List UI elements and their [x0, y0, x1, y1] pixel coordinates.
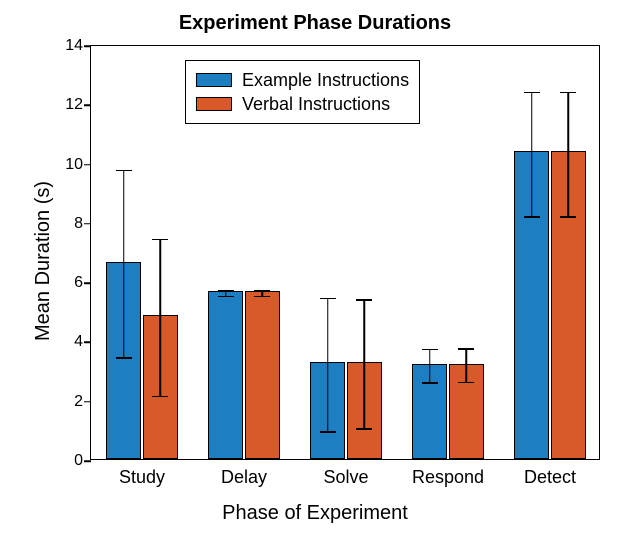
error-cap: [356, 299, 372, 301]
error-bar: [160, 239, 162, 396]
y-tick: [84, 105, 91, 107]
error-cap: [320, 298, 336, 300]
x-tick-label: Respond: [412, 459, 484, 488]
legend: Example InstructionsVerbal Instructions: [185, 60, 420, 124]
error-bar: [531, 92, 533, 217]
chart-title: Experiment Phase Durations: [0, 12, 630, 35]
bar: [208, 291, 243, 459]
error-cap: [116, 170, 132, 172]
error-cap: [152, 396, 168, 398]
error-cap: [560, 92, 576, 94]
x-tick-label: Study: [119, 459, 165, 488]
y-tick: [84, 164, 91, 166]
legend-item: Example Instructions: [196, 69, 409, 91]
y-tick: [84, 460, 91, 462]
chart-container: Experiment Phase Durations 02468101214St…: [0, 0, 630, 545]
error-cap: [116, 357, 132, 359]
legend-swatch: [196, 97, 232, 111]
error-bar: [364, 299, 366, 428]
error-cap: [422, 382, 438, 384]
error-bar: [429, 349, 431, 382]
error-cap: [524, 216, 540, 218]
y-axis-label: Mean Duration (s): [32, 181, 55, 341]
error-bar: [466, 348, 468, 381]
error-cap: [524, 92, 540, 94]
error-cap: [254, 296, 270, 298]
x-tick-label: Solve: [323, 459, 368, 488]
error-cap: [218, 296, 234, 298]
y-tick: [84, 223, 91, 225]
x-tick-label: Delay: [221, 459, 267, 488]
legend-label: Example Instructions: [242, 69, 409, 91]
error-cap: [458, 348, 474, 350]
error-cap: [320, 431, 336, 433]
error-cap: [422, 349, 438, 351]
bar: [245, 291, 280, 459]
legend-label: Verbal Instructions: [242, 93, 390, 115]
x-tick-label: Detect: [524, 459, 576, 488]
error-cap: [560, 216, 576, 218]
error-cap: [356, 428, 372, 430]
y-tick: [84, 342, 91, 344]
error-bar: [568, 92, 570, 217]
error-bar: [123, 170, 125, 358]
error-cap: [152, 239, 168, 241]
error-cap: [458, 382, 474, 384]
legend-swatch: [196, 73, 232, 87]
legend-item: Verbal Instructions: [196, 93, 409, 115]
x-axis-label: Phase of Experiment: [0, 502, 630, 525]
y-tick: [84, 401, 91, 403]
error-bar: [327, 298, 329, 431]
y-tick: [84, 282, 91, 284]
y-tick: [84, 45, 91, 47]
error-cap: [218, 290, 234, 292]
error-cap: [254, 290, 270, 292]
